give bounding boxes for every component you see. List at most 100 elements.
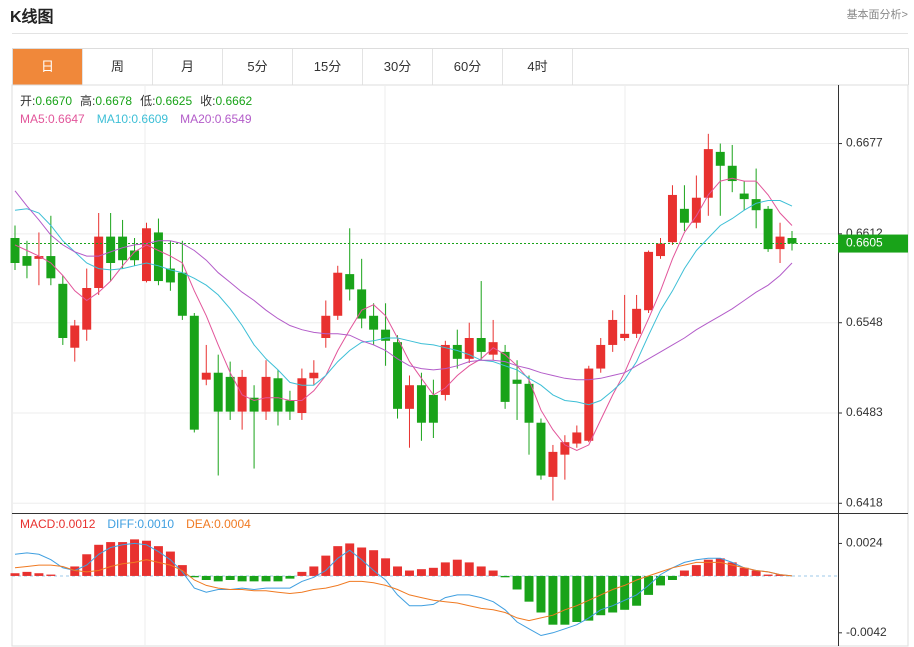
macd-bar bbox=[381, 558, 391, 576]
macd-bar bbox=[500, 575, 510, 578]
candle-body bbox=[177, 272, 187, 316]
macd-bar bbox=[10, 573, 20, 576]
candle-body bbox=[58, 283, 68, 338]
candle-body bbox=[727, 165, 737, 182]
macd-bar bbox=[464, 562, 474, 576]
tab[interactable]: 日 bbox=[13, 49, 83, 85]
tab[interactable]: 30分 bbox=[363, 49, 433, 85]
legend: MA5:0.6647 MA10:0.6609 MA20:0.6549 bbox=[20, 112, 252, 126]
macd-bar bbox=[739, 567, 749, 576]
candle-body bbox=[22, 256, 32, 266]
candle-body bbox=[165, 268, 175, 283]
macd-bar bbox=[213, 575, 223, 582]
candle-body bbox=[632, 308, 642, 334]
macd-bar bbox=[584, 575, 594, 621]
candle-body bbox=[667, 194, 677, 243]
macd-bar bbox=[452, 559, 462, 576]
macd-bar bbox=[548, 575, 558, 625]
candle-body bbox=[548, 451, 558, 477]
candle-body bbox=[512, 379, 522, 384]
tab[interactable]: 60分 bbox=[433, 49, 503, 85]
candle-body bbox=[213, 372, 223, 412]
y-tick-label: 0.6418 bbox=[846, 495, 883, 509]
legend-value: 0.6647 bbox=[48, 112, 85, 126]
candle-body bbox=[34, 256, 44, 259]
candle-body bbox=[404, 385, 414, 409]
candle-body bbox=[261, 376, 271, 412]
candle-body bbox=[369, 315, 379, 330]
macd-bar bbox=[321, 555, 331, 576]
candle-body bbox=[142, 228, 151, 282]
tab[interactable]: 15分 bbox=[293, 49, 363, 85]
macd-bar bbox=[34, 573, 44, 576]
macd-bar bbox=[416, 569, 426, 576]
candle-body bbox=[440, 344, 450, 395]
macd-bar bbox=[572, 575, 582, 622]
legend-label: MA5: bbox=[20, 112, 48, 126]
macd-bar bbox=[189, 575, 199, 578]
candle-body bbox=[644, 251, 654, 311]
macd-bar bbox=[440, 562, 450, 576]
macd-bar bbox=[596, 575, 606, 616]
candle-body bbox=[285, 400, 295, 412]
macd-bar bbox=[560, 575, 570, 625]
candle-body bbox=[345, 274, 355, 290]
macd-bar bbox=[309, 566, 319, 576]
y-tick-label: 0.0024 bbox=[846, 536, 883, 550]
tab[interactable]: 周 bbox=[83, 49, 153, 85]
macd-bar bbox=[94, 544, 104, 576]
macd-bar bbox=[488, 570, 498, 576]
y-tick-label: 0.6677 bbox=[846, 136, 883, 150]
legend-label: MACD: bbox=[20, 517, 59, 531]
macd-bar bbox=[632, 575, 642, 606]
fundamental-link[interactable]: 基本面分析> bbox=[846, 9, 908, 21]
candle-body bbox=[297, 378, 307, 413]
macd-bar bbox=[679, 570, 689, 576]
macd-bar bbox=[476, 566, 486, 576]
macd-bar bbox=[751, 570, 761, 576]
candle-body bbox=[106, 236, 116, 263]
macd-bar bbox=[428, 567, 438, 576]
candle-body bbox=[452, 344, 462, 359]
candle-body bbox=[118, 236, 128, 261]
macd-bar bbox=[118, 542, 128, 576]
macd-bar bbox=[524, 575, 534, 602]
legend-value: 0.6625 bbox=[155, 94, 192, 108]
macd-bar bbox=[393, 566, 403, 576]
legend-label: DIFF: bbox=[107, 517, 137, 531]
candle-body bbox=[739, 193, 749, 200]
y-tick-label: 0.6483 bbox=[846, 405, 883, 419]
macd-bar bbox=[667, 575, 677, 580]
candle-body bbox=[608, 319, 618, 345]
macd-bar bbox=[536, 575, 546, 613]
candle-body bbox=[536, 422, 546, 476]
legend-value: 0.0012 bbox=[59, 517, 96, 531]
y-tick-label: 0.6548 bbox=[846, 315, 883, 329]
legend-label: MA10: bbox=[97, 112, 132, 126]
macd-bar bbox=[333, 546, 343, 576]
candle-body bbox=[596, 344, 606, 369]
legend: MACD:0.0012 DIFF:0.0010 DEA:0.0004 bbox=[20, 517, 251, 531]
macd-bar bbox=[22, 571, 32, 576]
indicator-line bbox=[14, 200, 793, 406]
macd-bar bbox=[620, 575, 630, 610]
last-price-box bbox=[838, 234, 908, 253]
legend-value: 0.0004 bbox=[214, 517, 251, 531]
macd-bar bbox=[703, 559, 713, 576]
candle-body bbox=[82, 288, 92, 330]
legend-value: 0.6549 bbox=[215, 112, 252, 126]
candle-body bbox=[763, 208, 773, 250]
macd-bar bbox=[369, 550, 379, 576]
legend-label: DEA: bbox=[186, 517, 214, 531]
tab[interactable]: 月 bbox=[153, 49, 223, 85]
candle-body bbox=[381, 329, 391, 341]
candle-body bbox=[357, 289, 367, 319]
tab[interactable]: 5分 bbox=[223, 49, 293, 85]
macd-bar bbox=[225, 575, 235, 580]
candle-body bbox=[476, 338, 486, 352]
page-title: K线图 bbox=[10, 9, 54, 26]
candle-body bbox=[572, 432, 582, 444]
candle-body bbox=[393, 342, 403, 409]
candle-body bbox=[679, 208, 689, 223]
tab[interactable]: 4时 bbox=[503, 49, 573, 85]
